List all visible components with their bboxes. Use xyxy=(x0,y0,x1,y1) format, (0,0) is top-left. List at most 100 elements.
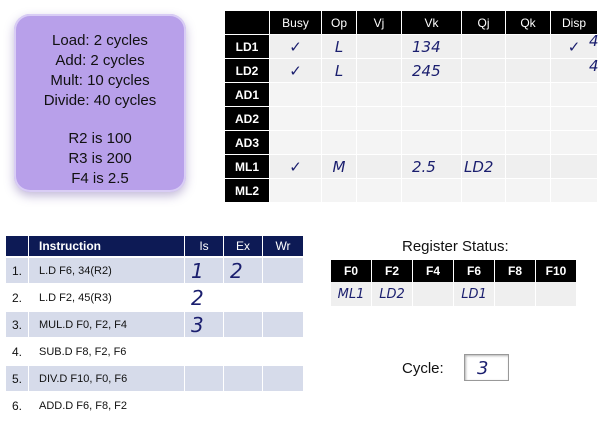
instruction-number: 3. xyxy=(6,311,29,339)
rs-cell-vj xyxy=(356,178,402,203)
rs-cell-qk xyxy=(505,130,551,155)
rs-header-qj: Qj xyxy=(461,10,506,35)
instruction-number: 5. xyxy=(6,365,29,393)
instruction-header-issue: Is xyxy=(184,236,224,258)
rs-cell-vj xyxy=(356,58,402,83)
register-status-value-row: ML1 LD2 LD1 xyxy=(331,282,577,306)
instruction-row: 4. SUB.D F8, F2, F6 xyxy=(6,338,304,366)
instruction-issue-cycle xyxy=(184,392,224,420)
instruction-row: 5. DIV.D F10, F0, F6 xyxy=(6,365,304,393)
rs-header-corner xyxy=(224,10,270,35)
register-header-f2: F2 xyxy=(371,260,413,282)
rs-cell-op: M xyxy=(321,154,357,179)
rs-cell-disp xyxy=(550,106,598,131)
register-status-table: F0 F2 F4 F6 F8 F10 ML1 LD2 LD1 xyxy=(331,260,577,306)
register-header-f6: F6 xyxy=(453,260,495,282)
register-value-f4 xyxy=(412,282,454,306)
rs-cell-vk xyxy=(401,82,462,107)
instruction-execute-cycle xyxy=(223,392,263,420)
rs-cell-busy xyxy=(269,106,322,131)
register-header-f10: F10 xyxy=(535,260,577,282)
rs-cell-qk xyxy=(505,178,551,203)
register-r2-value: R2 is 100 xyxy=(68,130,132,147)
register-value-f0: ML1 xyxy=(331,282,372,306)
instruction-text: DIV.D F10, F0, F6 xyxy=(28,365,185,393)
instruction-text: L.D F2, 45(R3) xyxy=(28,284,185,312)
register-status-header-row: F0 F2 F4 F6 F8 F10 xyxy=(331,260,577,282)
instruction-issue-cycle xyxy=(184,338,224,366)
rs-header-op: Op xyxy=(321,10,357,35)
rs-row-label: AD3 xyxy=(224,130,270,155)
rs-cell-op: L xyxy=(321,58,357,83)
rs-cell-vk: 245 xyxy=(401,58,462,83)
rs-cell-vk xyxy=(401,178,462,203)
register-value-f2: LD2 xyxy=(371,282,413,306)
rs-header-busy: Busy xyxy=(269,10,322,35)
rs-row-label: LD2 xyxy=(224,58,270,83)
latency-mult: Mult: 10 cycles xyxy=(50,72,150,89)
rs-cell-disp xyxy=(550,154,598,179)
instruction-number: 4. xyxy=(6,338,29,366)
rs-cell-vk xyxy=(401,130,462,155)
rs-row-ad2: AD2 xyxy=(224,106,598,131)
instruction-write-cycle xyxy=(262,284,304,312)
rs-cell-disp xyxy=(550,130,598,155)
rs-cell-disp xyxy=(550,82,598,107)
register-header-f8: F8 xyxy=(494,260,536,282)
instruction-text: MUL.D F0, F2, F4 xyxy=(28,311,185,339)
register-r3-value: R3 is 200 xyxy=(68,150,132,167)
rs-cell-busy: ✓ xyxy=(269,34,322,59)
rs-row-ld2: LD2 ✓ L 245 xyxy=(224,58,598,83)
instruction-write-cycle xyxy=(262,257,304,285)
rs-row-ld1: LD1 ✓ L 134 ✓ xyxy=(224,34,598,59)
rs-cell-vk: 134 xyxy=(401,34,462,59)
rs-cell-op: L xyxy=(321,34,357,59)
rs-row-label: AD2 xyxy=(224,106,270,131)
rs-header-qk: Qk xyxy=(505,10,551,35)
register-value-f8 xyxy=(494,282,536,306)
rs-cell-busy: ✓ xyxy=(269,154,322,179)
instruction-issue-cycle xyxy=(184,365,224,393)
cycle-value-field[interactable]: 3 xyxy=(464,354,509,381)
instruction-issue-cycle: 2 xyxy=(184,284,224,312)
register-value-f10 xyxy=(535,282,577,306)
latency-divide: Divide: 40 cycles xyxy=(43,92,157,109)
rs-cell-qk xyxy=(505,82,551,107)
rs-cell-vj xyxy=(356,154,402,179)
rs-row-ml2: ML2 xyxy=(224,178,598,203)
rs-cell-qj: LD2 xyxy=(461,154,506,179)
instruction-row: 2. L.D F2, 45(R3) 2 xyxy=(6,284,304,312)
rs-cell-disp: ✓ xyxy=(550,34,598,59)
rs-cell-vj xyxy=(356,34,402,59)
rs-cell-qj xyxy=(461,34,506,59)
rs-header-vj: Vj xyxy=(356,10,402,35)
instruction-issue-cycle: 3 xyxy=(184,311,224,339)
instruction-number: 2. xyxy=(6,284,29,312)
instruction-number: 6. xyxy=(6,392,29,420)
register-header-f0: F0 xyxy=(331,260,372,282)
instruction-header-instruction: Instruction xyxy=(28,236,185,258)
rs-row-label: ML2 xyxy=(224,178,270,203)
instruction-write-cycle xyxy=(262,365,304,393)
instruction-execute-cycle xyxy=(223,365,263,393)
rs-margin-note-ld1: 4 xyxy=(589,32,599,50)
rs-margin-note-ld2: 4 xyxy=(589,57,599,75)
rs-row-label: AD1 xyxy=(224,82,270,107)
rs-cell-op xyxy=(321,82,357,107)
rs-cell-vj xyxy=(356,106,402,131)
instruction-write-cycle xyxy=(262,392,304,420)
rs-cell-vj xyxy=(356,82,402,107)
rs-cell-vj xyxy=(356,130,402,155)
rs-cell-op xyxy=(321,178,357,203)
rs-cell-busy xyxy=(269,82,322,107)
rs-cell-qj xyxy=(461,130,506,155)
latency-load: Load: 2 cycles xyxy=(52,32,148,49)
latency-add: Add: 2 cycles xyxy=(55,52,145,69)
instruction-row: 6. ADD.D F6, F8, F2 xyxy=(6,392,304,420)
rs-cell-qk xyxy=(505,58,551,83)
instruction-write-cycle xyxy=(262,311,304,339)
rs-cell-vk: 2.5 xyxy=(401,154,462,179)
instruction-execute-cycle xyxy=(223,311,263,339)
reservation-station-table: Busy Op Vj Vk Qj Qk Disp LD1 ✓ L 134 ✓ L… xyxy=(224,10,598,203)
rs-cell-busy: ✓ xyxy=(269,58,322,83)
